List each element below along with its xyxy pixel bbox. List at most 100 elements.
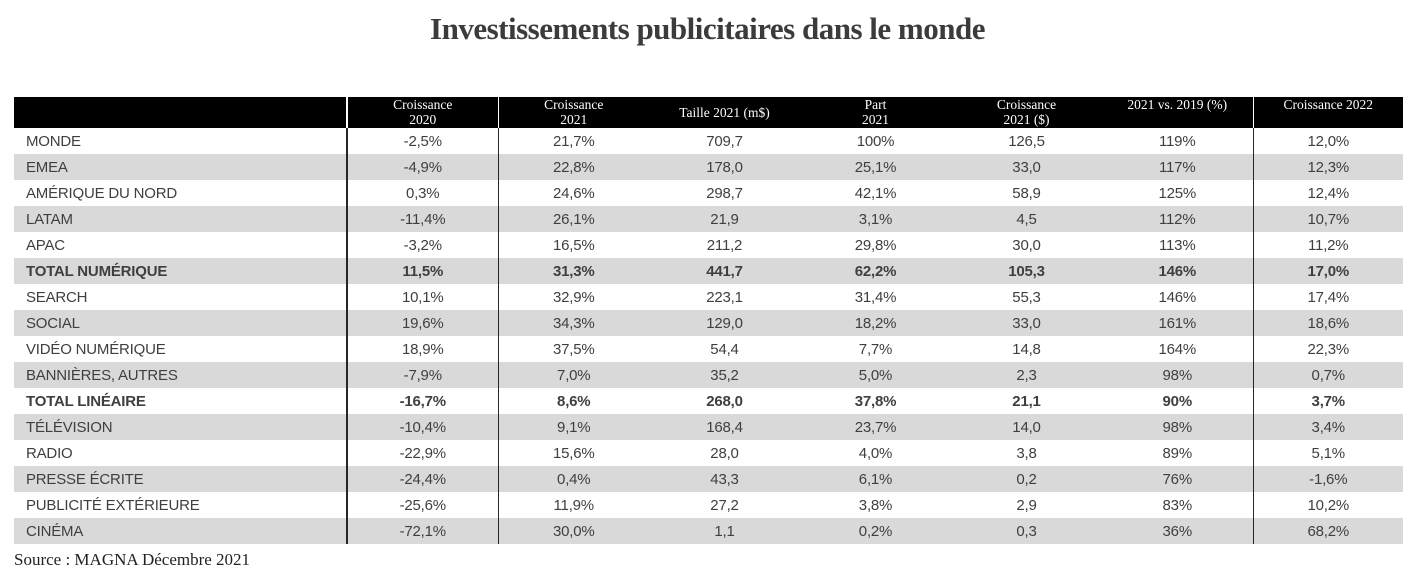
value-cell: -11,4% — [346, 206, 498, 232]
value-cell: 32,9% — [497, 284, 649, 310]
row-label: SEARCH — [26, 288, 88, 306]
value-cell: 161% — [1102, 310, 1253, 336]
table-row: SOCIAL 19,6% 34,3% 129,0 18,2% 33,0 161% 18,6% — [14, 310, 1403, 336]
value-cell: 36% — [1102, 518, 1253, 544]
column-header: Croissance 2021 ($) — [951, 97, 1102, 128]
table-row: CINÉMA -72,1% 30,0% 1,1 0,2% 0,3 36% 68,2% — [14, 518, 1403, 544]
value-cell: 113% — [1159, 236, 1196, 254]
value-cell: 24,6% — [497, 180, 649, 206]
value-cell: 19,6% — [346, 310, 498, 336]
value-cell: 7,0% — [497, 362, 649, 388]
table-row: MONDE -2,5% 21,7% 709,7 100% 126,5 119% 12,0% — [14, 128, 1403, 154]
value-cell: 8,6% — [497, 388, 649, 414]
value-cell: 27,2 — [710, 496, 739, 514]
row-label: TOTAL LINÉAIRE — [26, 392, 146, 410]
value-cell: 12,0% — [1252, 128, 1403, 154]
value-cell: 11,2% — [1252, 232, 1403, 258]
value-cell: 43,3 — [649, 466, 800, 492]
value-cell: 17,4% — [1252, 284, 1403, 310]
value-cell: 125% — [1158, 184, 1197, 202]
value-cell: 105,3 — [951, 258, 1102, 284]
value-cell: 34,3% — [497, 310, 649, 336]
value-cell: -2,5% — [346, 128, 498, 154]
table-row: AMÉRIQUE DU NORD 0,3% 24,6% 298,7 42,1% 58,9 1… — [14, 180, 1403, 206]
value-cell: 178,0 — [649, 154, 800, 180]
table-body: MONDE -2,5% 21,7% 709,7 100% 126,5 119% 12,0% EM… — [14, 128, 1403, 544]
source-note: Source : MAGNA Décembre 2021 — [14, 550, 251, 569]
table-row: TOTAL LINÉAIRE -16,7% 8,6% 268,0 37,8% 21,1 90… — [14, 388, 1403, 414]
table-row: BANNIÈRES, AUTRES -7,9% 7,0% 35,2 5,0% 2,3 98%… — [14, 362, 1403, 388]
value-cell: -1,6% — [1252, 466, 1403, 492]
value-cell: 126,5 — [1008, 132, 1045, 150]
value-cell: 22,8% — [497, 154, 649, 180]
value-cell: 112% — [1102, 206, 1253, 232]
value-cell: 31,3% — [497, 258, 649, 284]
value-cell: 164% — [1158, 340, 1197, 358]
value-cell: 709,7 — [706, 132, 743, 150]
table-header-row: Croissance 2020 Croissance 2021 Taille 202… — [14, 97, 1403, 128]
value-cell: 21,7% — [497, 128, 649, 154]
value-cell: 21,1 — [1012, 392, 1041, 410]
value-cell: 17,0% — [1252, 258, 1403, 284]
value-cell: 68,2% — [1252, 518, 1403, 544]
column-header: 2021 vs. 2019 (%) — [1102, 97, 1253, 128]
value-cell: 4,0% — [858, 444, 893, 462]
value-cell: 0,4% — [497, 466, 649, 492]
page: Investissements publicitaires dans le mo… — [0, 10, 1415, 570]
value-cell: 33,0 — [951, 154, 1102, 180]
value-cell: -72,1% — [346, 518, 498, 544]
value-cell: 14,8 — [1012, 340, 1041, 358]
table-row: EMEA -4,9% 22,8% 178,0 25,1% 33,0 117% 12,3% — [14, 154, 1403, 180]
row-label: AMÉRIQUE DU NORD — [26, 184, 177, 202]
value-cell: 98% — [1102, 414, 1253, 440]
value-cell: 14,0 — [951, 414, 1102, 440]
value-cell: 146% — [1102, 258, 1253, 284]
value-cell: 117% — [1102, 154, 1253, 180]
value-cell: 62,2% — [800, 258, 951, 284]
value-cell: 100% — [856, 132, 895, 150]
table-row: PRESSE ÉCRITE -24,4% 0,4% 43,3 6,1% 0,2 76% -1,… — [14, 466, 1403, 492]
table-row: APAC -3,2% 16,5% 211,2 29,8% 30,0 113% 11,2% — [14, 232, 1403, 258]
value-cell: 30,0 — [1012, 236, 1041, 254]
column-header: Part 2021 — [800, 97, 951, 128]
row-label: VIDÉO NUMÉRIQUE — [26, 340, 166, 358]
table-row: VIDÉO NUMÉRIQUE 18,9% 37,5% 54,4 7,7% 14,8 164… — [14, 336, 1403, 362]
value-cell: -25,6% — [346, 492, 498, 518]
value-cell: 0,7% — [1252, 362, 1403, 388]
value-cell: 30,0% — [497, 518, 649, 544]
value-cell: 29,8% — [854, 236, 897, 254]
value-cell: 223,1 — [706, 288, 743, 306]
value-cell: 98% — [1102, 362, 1253, 388]
value-cell: 18,2% — [800, 310, 951, 336]
value-cell: 298,7 — [706, 184, 743, 202]
value-cell: -22,9% — [346, 440, 498, 466]
value-cell: 15,6% — [497, 440, 649, 466]
value-cell: 10,2% — [1252, 492, 1403, 518]
value-cell: 21,9 — [649, 206, 800, 232]
value-cell: -24,4% — [346, 466, 498, 492]
table-row: PUBLICITÉ EXTÉRIEURE -25,6% 11,9% 27,2 3,8% 2… — [14, 492, 1403, 518]
value-cell: 26,1% — [497, 206, 649, 232]
value-cell: 129,0 — [649, 310, 800, 336]
value-cell: 9,1% — [497, 414, 649, 440]
column-header: Croissance 2020 — [346, 97, 498, 128]
value-cell: 441,7 — [649, 258, 800, 284]
value-cell: 12,3% — [1252, 154, 1403, 180]
value-cell: 2,3 — [951, 362, 1102, 388]
value-cell: 268,0 — [706, 392, 743, 410]
table-header: Croissance 2020 Croissance 2021 Taille 202… — [14, 97, 1403, 128]
value-cell: -3,2% — [346, 232, 498, 258]
value-cell: 35,2 — [649, 362, 800, 388]
value-cell: 3,8% — [858, 496, 893, 514]
row-label: PUBLICITÉ EXTÉRIEURE — [26, 496, 200, 514]
row-label: RADIO — [26, 444, 73, 462]
value-cell: 54,4 — [710, 340, 739, 358]
table-row: TOTAL NUMÉRIQUE 11,5% 31,3% 441,7 62,2% 105,3… — [14, 258, 1403, 284]
value-cell: 89% — [1162, 444, 1193, 462]
value-cell: 3,1% — [800, 206, 951, 232]
value-cell: 10,7% — [1252, 206, 1403, 232]
row-label: TÉLÉVISION — [14, 414, 347, 440]
value-cell: 6,1% — [800, 466, 951, 492]
value-cell: 5,1% — [1252, 440, 1403, 466]
value-cell: 11,9% — [497, 492, 649, 518]
